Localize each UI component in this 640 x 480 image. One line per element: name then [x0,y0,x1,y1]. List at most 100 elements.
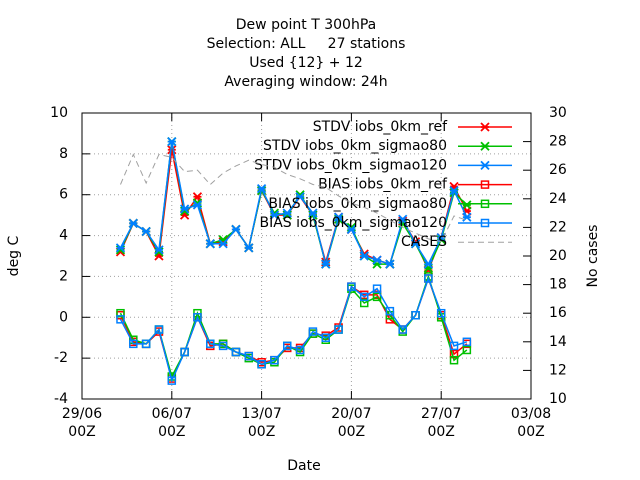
y2-tick-label: 16 [549,305,567,321]
marker [308,327,318,336]
y2-tick-label: 14 [549,334,567,350]
y-tick-label: 6 [59,187,68,203]
marker [167,376,177,385]
marker [141,226,151,237]
marker [154,245,164,255]
marker [206,339,215,349]
y-axis-label: deg C [6,235,22,276]
marker [449,341,459,351]
x-tick-label: 03/08 00Z [510,406,552,440]
y2-tick-label: 10 [549,391,567,407]
legend-marker [480,160,490,171]
marker [436,308,446,318]
legend-label: STDV iobs_0km_ref [313,119,448,135]
marker [462,345,472,355]
legend-marker [480,180,490,189]
x-axis-label: Date [287,458,320,474]
chart-title: Averaging window: 24h [224,74,387,90]
y2-tick-label: 24 [549,191,567,207]
marker [192,200,203,210]
y2-axis-label: No cases [585,225,601,288]
marker [321,259,331,269]
marker [398,325,407,334]
marker [256,183,267,194]
marker [270,355,279,365]
marker [398,214,408,224]
marker [449,185,459,196]
marker [334,325,343,334]
legend-marker [480,218,490,228]
marker [231,347,241,357]
marker [282,208,292,218]
marker [295,192,305,202]
x-tick-label: 27/07 00Z [421,406,462,440]
legend-label: STDV iobs_0km_sigmao80 [263,138,447,154]
marker [359,292,369,302]
marker [372,284,382,293]
marker [115,243,126,253]
marker [244,243,254,253]
marker [116,308,125,318]
marker [410,239,421,249]
marker [449,349,459,359]
series-line [119,141,468,268]
x-tick-label: 20/07 00Z [331,406,372,440]
y2-tick-label: 30 [549,105,567,121]
marker [423,259,434,269]
y-tick-label: 0 [59,309,68,325]
y2-tick-label: 26 [549,162,567,178]
marker [359,251,369,261]
marker [116,315,125,324]
y-tick-label: 8 [59,146,68,162]
marker [449,355,459,365]
legend-label: BIAS iobs_0km_sigmao120 [259,215,447,231]
marker [372,292,382,302]
legend-marker [480,122,490,132]
legend-label: BIAS iobs_0km_ref [318,177,448,193]
y-tick-label: 2 [59,268,68,284]
series-line [120,153,468,243]
series-line [119,276,468,381]
marker [218,341,228,351]
y2-tick-label: 22 [549,219,567,235]
marker [347,282,356,291]
marker [167,136,177,147]
marker [385,259,395,269]
marker [372,255,382,265]
marker [180,347,189,357]
x-tick-label: 29/06 00Z [61,406,103,440]
marker [295,345,305,355]
y2-tick-label: 18 [549,277,567,293]
marker [179,204,190,214]
marker [462,212,472,222]
marker [244,351,254,361]
series-line [119,273,468,379]
chart-title: Used {12} + 12 [249,55,363,71]
series-line [119,276,468,383]
marker [333,212,344,222]
marker [346,224,357,235]
marker [385,306,395,316]
marker [218,239,228,249]
marker [283,341,292,351]
marker [462,337,472,347]
y-tick-label: -2 [54,350,68,366]
x-tick-label: 06/07 00Z [151,406,192,440]
y-tick-label: 10 [50,105,68,121]
marker [462,200,472,210]
marker [193,313,202,322]
marker [205,239,215,249]
marker [257,360,266,369]
marker [231,224,241,235]
marker [154,325,164,334]
marker [424,274,433,283]
marker [128,218,138,228]
plot-frame [81,112,532,400]
legend-label: CASES [401,234,447,250]
y-tick-label: -4 [54,391,68,407]
marker [321,333,330,342]
marker [129,339,138,349]
y-tick-label: 4 [59,228,68,244]
